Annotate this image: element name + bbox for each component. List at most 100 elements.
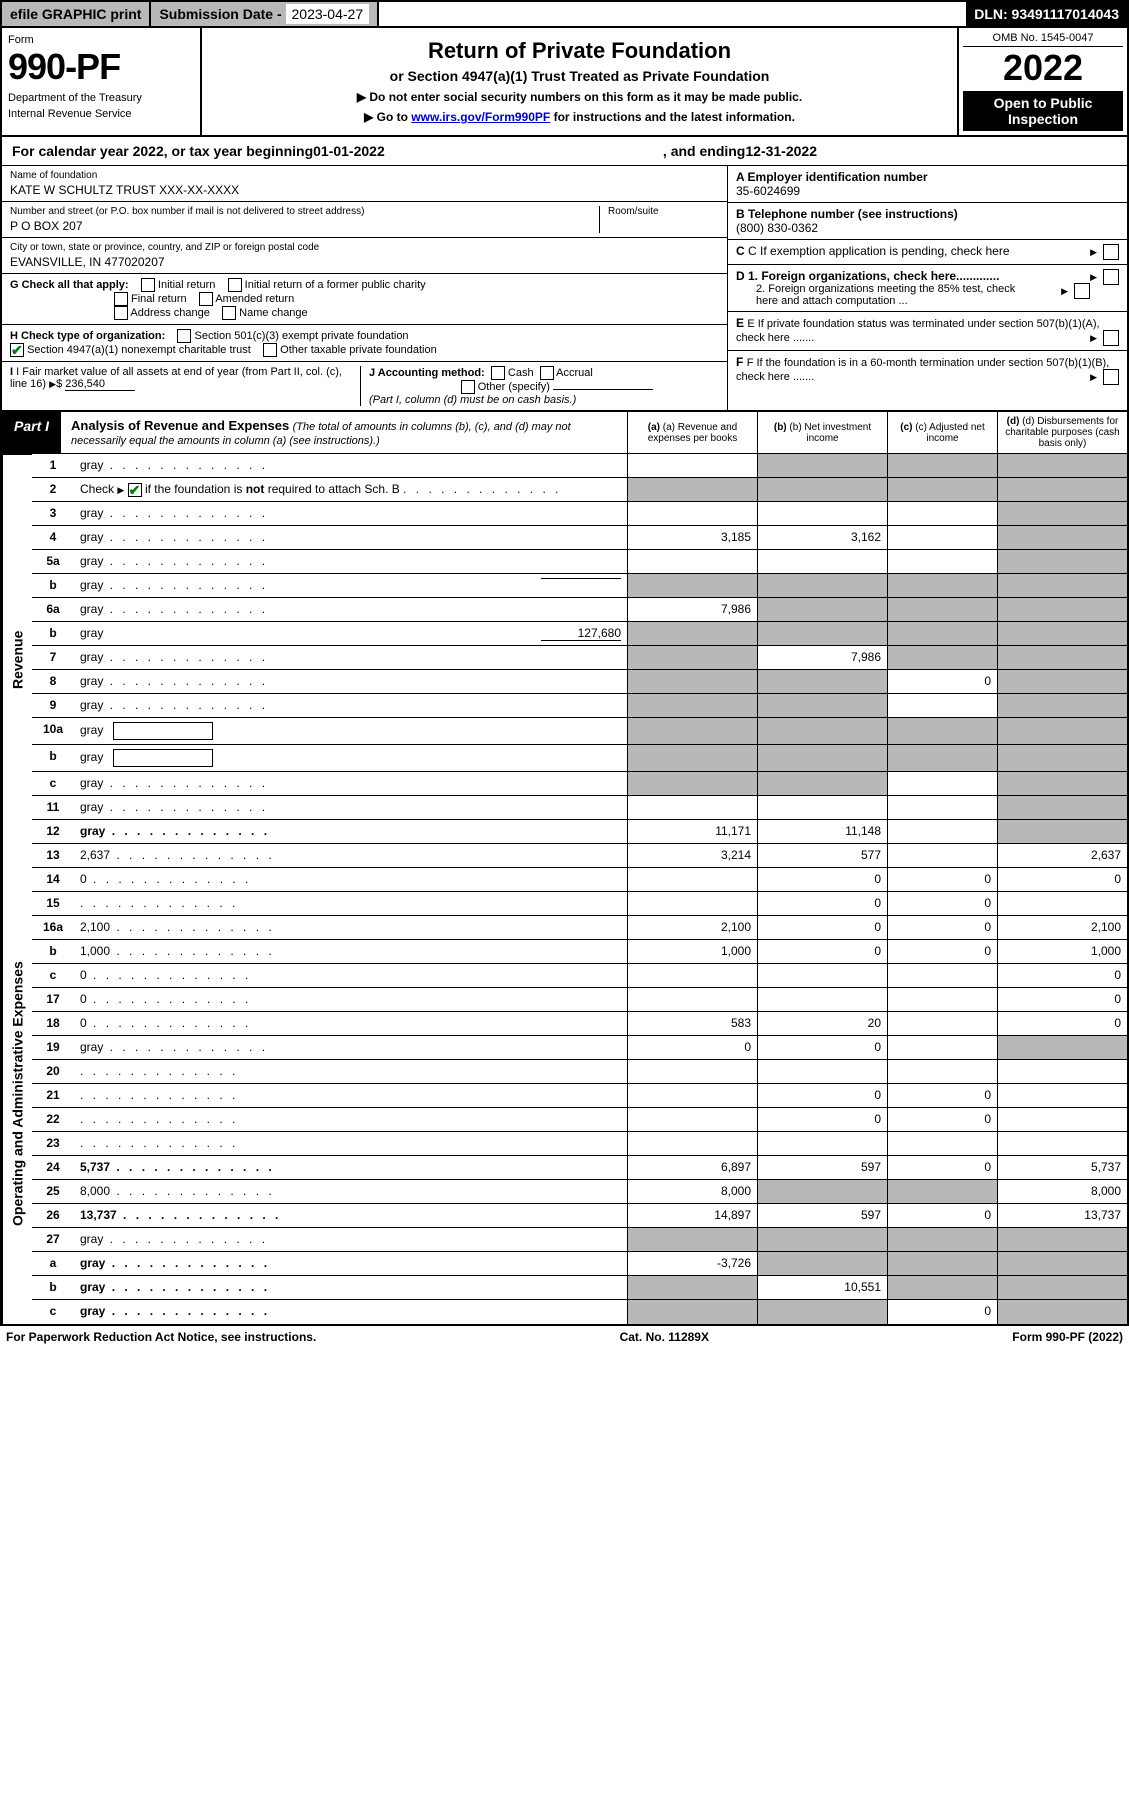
cell-c [887,1132,997,1155]
form-subtitle: or Section 4947(a)(1) Trust Treated as P… [222,68,937,84]
cell-b: 0 [757,1036,887,1059]
checkbox-sch-b[interactable] [128,483,142,497]
i-j-row: I I Fair market value of all assets at e… [2,362,727,410]
checkbox-address-change[interactable] [114,306,128,320]
cell-b [757,718,887,744]
cell-b [757,745,887,771]
checkbox-amended[interactable] [199,292,213,306]
cell-a [627,964,757,987]
cell-c [887,844,997,867]
cell-a: 3,185 [627,526,757,549]
row-description: gray [74,694,627,717]
subdate-label: Submission Date - 2023-04-27 [151,2,379,26]
row-description: 0 [74,868,627,891]
cell-d: 8,000 [997,1180,1127,1203]
cell-d [997,1036,1127,1059]
cell-c [887,1180,997,1203]
checkbox-c[interactable] [1103,244,1119,260]
row-number: 11 [32,796,74,819]
row-number: a [32,1252,74,1275]
row-description [74,1060,627,1083]
cell-c: 0 [887,940,997,963]
irs-label: Internal Revenue Service [8,108,194,120]
fmv-value: 236,540 [65,378,135,391]
cell-a: -3,726 [627,1252,757,1275]
sub-amount-box [113,722,213,740]
checkbox-other-taxable[interactable] [263,343,277,357]
cell-a [627,622,757,645]
cell-d [997,670,1127,693]
cell-a: 14,897 [627,1204,757,1227]
row-description: 0 [74,1012,627,1035]
year-block: OMB No. 1545-0047 2022 Open to Public In… [957,28,1127,135]
cell-c [887,454,997,477]
cell-a [627,646,757,669]
cell-a [627,868,757,891]
f-row: F F If the foundation is in a 60-month t… [728,351,1127,389]
cell-d [997,598,1127,621]
checkbox-d2[interactable] [1074,283,1090,299]
row-description [74,1084,627,1107]
checkbox-initial-return[interactable] [141,278,155,292]
checkbox-final-return[interactable] [114,292,128,306]
cell-d [997,820,1127,843]
cell-a: 11,171 [627,820,757,843]
cell-c [887,574,997,597]
row-number: b [32,940,74,963]
cell-d [997,745,1127,771]
cell-d [997,646,1127,669]
checkbox-accrual[interactable] [540,366,554,380]
checkbox-d1[interactable] [1103,269,1119,285]
cell-c [887,1060,997,1083]
table-row: 20 [32,1060,1127,1084]
row-description: 1,000 [74,940,627,963]
table-row: 2100 [32,1084,1127,1108]
table-row: cgray0 [32,1300,1127,1324]
cell-c [887,1036,997,1059]
checkbox-initial-former[interactable] [228,278,242,292]
cell-d [997,1228,1127,1251]
checkbox-501c3[interactable] [177,329,191,343]
cell-b: 0 [757,868,887,891]
row-number: 19 [32,1036,74,1059]
checkbox-other-method[interactable] [461,380,475,394]
dln: DLN: 93491117014043 [966,2,1127,26]
cell-a: 2,100 [627,916,757,939]
checkbox-4947a1[interactable] [10,343,24,357]
calendar-year-line: For calendar year 2022, or tax year begi… [0,137,1129,165]
cell-b [757,574,887,597]
row-number: 16a [32,916,74,939]
checkbox-name-change[interactable] [222,306,236,320]
table-row: 19gray00 [32,1036,1127,1060]
cell-b: 0 [757,940,887,963]
table-row: b1,0001,000001,000 [32,940,1127,964]
row-description: gray [74,502,627,525]
instr-no-ssn: ▶ Do not enter social security numbers o… [222,90,937,104]
form-footer-id: Form 990-PF (2022) [1012,1330,1123,1344]
cell-c: 0 [887,916,997,939]
cell-a [627,670,757,693]
row-number: 1 [32,454,74,477]
cell-c [887,1228,997,1251]
cell-c [887,718,997,744]
subdate-value: 2023-04-27 [286,4,370,24]
cell-b [757,1180,887,1203]
cell-d: 5,737 [997,1156,1127,1179]
checkbox-cash[interactable] [491,366,505,380]
instr-link[interactable]: www.irs.gov/Form990PF [411,110,550,124]
cell-a [627,478,757,501]
address-row: Number and street (or P.O. box number if… [2,202,727,238]
cell-d [997,1084,1127,1107]
j-note: (Part I, column (d) must be on cash basi… [369,394,576,406]
cell-b [757,772,887,795]
checkbox-f[interactable] [1103,369,1119,385]
cell-a [627,502,757,525]
table-row: 7gray7,986 [32,646,1127,670]
cell-b: 3,162 [757,526,887,549]
ein-row: A Employer identification number 35-6024… [728,166,1127,203]
checkbox-e[interactable] [1103,330,1119,346]
table-row: bgray127,680 [32,622,1127,646]
row-description: gray127,680 [74,622,627,645]
cell-b [757,1252,887,1275]
cell-c [887,1252,997,1275]
